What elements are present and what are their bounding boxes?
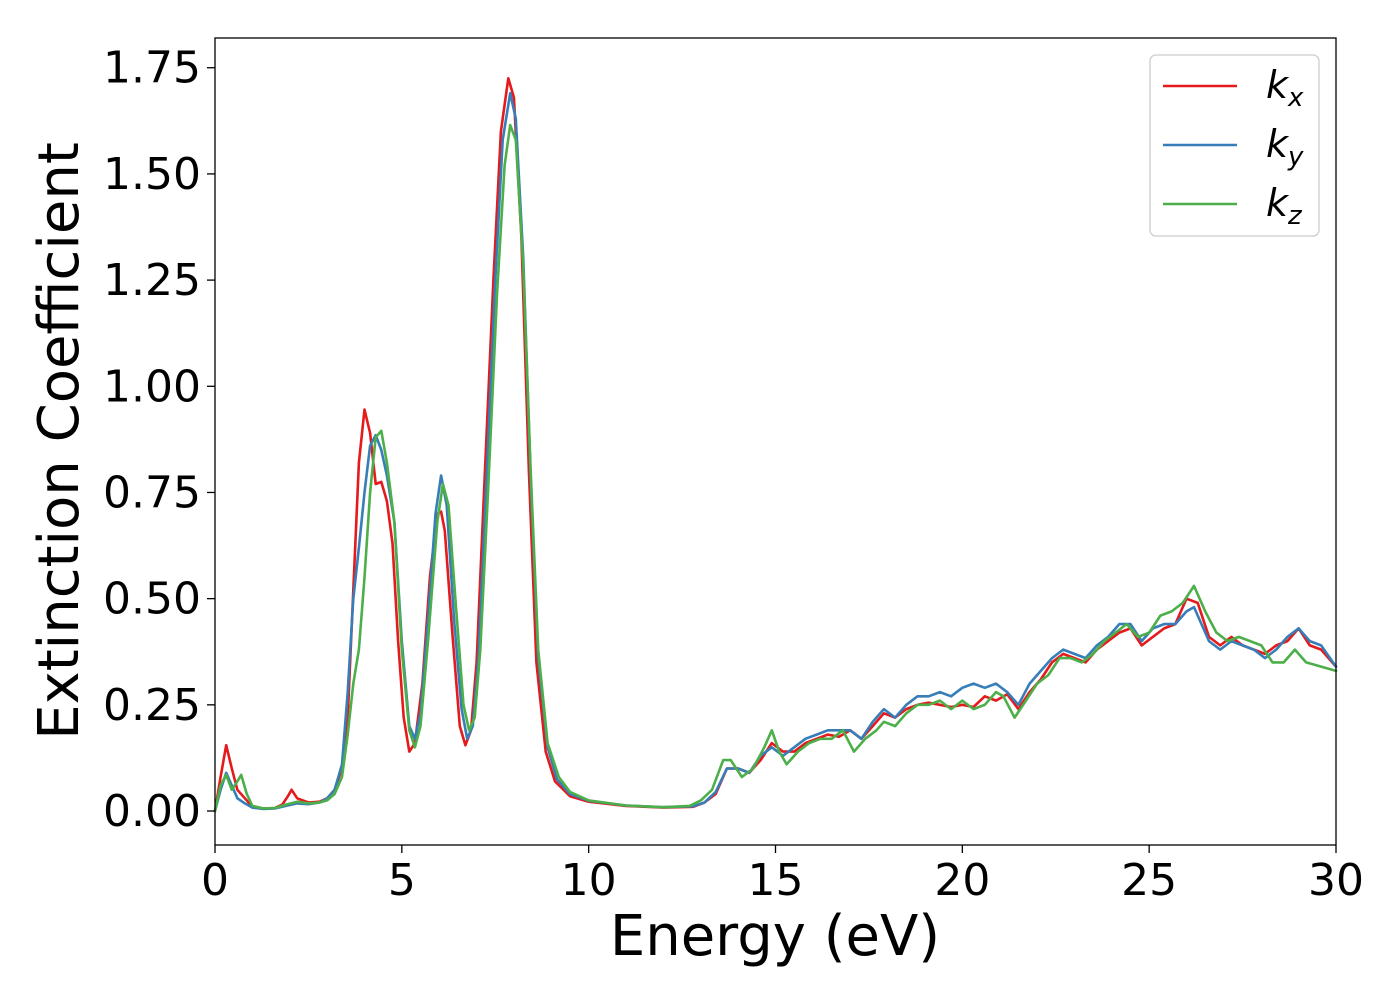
y-axis-title: Extinction Coefficient: [27, 142, 92, 740]
y-tick-label: 1.25: [103, 255, 201, 306]
x-tick-label: 20: [934, 855, 990, 906]
x-axis: 0 5 10 15 20 25 30: [201, 845, 1364, 906]
series-line-y: [213, 91, 1338, 813]
y-tick-label: 1.00: [103, 361, 201, 412]
y-axis: 0.00 0.25 0.50 0.75 1.00 1.25 1.50 1.75: [103, 43, 215, 837]
x-tick-label: 5: [388, 855, 416, 906]
x-tick-label: 25: [1121, 855, 1177, 906]
plot-area: [215, 38, 1336, 845]
x-tick-label: 15: [748, 855, 804, 906]
series-line-z: [213, 123, 1338, 813]
series-layer: [213, 77, 1338, 813]
x-axis-title: Energy (eV): [610, 904, 940, 969]
y-tick-label: 0.75: [103, 467, 201, 518]
x-tick-label: 0: [201, 855, 229, 906]
y-tick-label: 0.25: [103, 680, 201, 731]
y-tick-label: 1.50: [103, 149, 201, 200]
y-tick-label: 0.50: [103, 574, 201, 625]
x-tick-label: 10: [561, 855, 617, 906]
y-tick-label: 0.00: [103, 786, 201, 837]
y-tick-label: 1.75: [103, 43, 201, 94]
legend-label-y: ky: [1266, 122, 1304, 172]
x-tick-label: 30: [1308, 855, 1364, 906]
